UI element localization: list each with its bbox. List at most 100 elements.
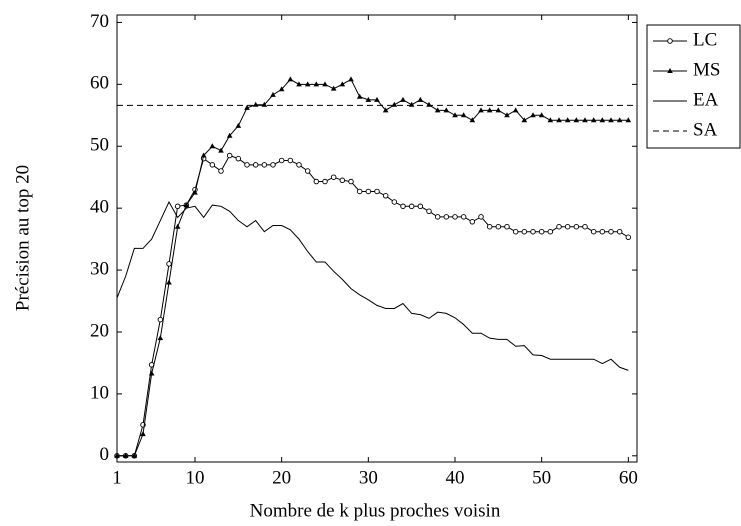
data-point <box>504 112 510 118</box>
legend-label: EA <box>693 89 719 110</box>
data-point <box>374 188 380 195</box>
data-point <box>512 107 519 113</box>
data-point <box>287 76 294 82</box>
data-point <box>391 199 398 205</box>
series-line <box>117 154 629 457</box>
data-point <box>521 117 528 123</box>
legend-marker <box>667 38 673 44</box>
data-point <box>166 261 172 267</box>
data-point <box>608 117 614 123</box>
data-point <box>547 117 554 123</box>
data-point <box>434 214 441 220</box>
data-point <box>599 117 606 123</box>
data-point <box>374 96 380 102</box>
series-line <box>116 200 629 371</box>
y-tick-label: 50 <box>90 135 109 156</box>
data-point <box>365 96 372 102</box>
data-point <box>382 193 389 199</box>
data-point <box>426 208 432 215</box>
data-point <box>209 162 216 168</box>
data-point <box>330 85 337 91</box>
data-point <box>625 234 632 241</box>
x-tick-label: 1 <box>112 467 122 488</box>
data-point <box>582 223 588 230</box>
data-point <box>530 228 536 235</box>
data-point <box>304 168 311 174</box>
data-point <box>244 104 250 110</box>
data-point <box>452 214 458 220</box>
data-point <box>417 96 424 102</box>
data-point <box>356 188 363 195</box>
data-point <box>218 147 224 153</box>
data-point <box>218 168 224 174</box>
data-point <box>582 117 588 123</box>
data-point <box>322 178 328 185</box>
y-tick-label: 70 <box>90 11 109 32</box>
data-point <box>408 101 415 107</box>
data-point <box>313 178 320 185</box>
data-point <box>478 107 484 113</box>
data-point <box>235 122 242 128</box>
data-point <box>339 81 346 87</box>
x-tick-label: 50 <box>532 467 551 488</box>
data-point <box>443 107 450 113</box>
data-point <box>573 117 580 123</box>
data-point <box>278 86 285 92</box>
data-point <box>426 101 432 107</box>
y-tick-label: 20 <box>90 320 109 341</box>
data-point <box>573 223 580 230</box>
data-point <box>192 189 198 195</box>
data-point <box>157 335 164 341</box>
data-point <box>148 370 155 376</box>
data-point <box>252 162 259 168</box>
data-point <box>469 117 476 123</box>
data-point <box>200 152 207 158</box>
data-point <box>244 162 250 168</box>
data-point <box>287 157 294 164</box>
data-point <box>330 174 337 180</box>
x-tick-label: 40 <box>446 467 465 488</box>
data-point <box>131 452 138 458</box>
data-point <box>365 188 372 195</box>
data-point <box>114 452 120 458</box>
data-point <box>270 91 276 97</box>
data-point <box>538 228 545 235</box>
data-point <box>590 228 597 235</box>
data-point <box>296 162 302 168</box>
data-point <box>547 228 554 235</box>
data-point <box>460 112 467 118</box>
data-point <box>391 101 398 107</box>
data-point <box>599 228 606 235</box>
data-point <box>417 203 424 210</box>
data-point <box>209 143 216 149</box>
x-tick-label: 60 <box>619 467 638 488</box>
data-point <box>226 152 233 159</box>
data-point <box>460 214 467 220</box>
y-tick-label: 10 <box>90 382 109 403</box>
data-point <box>538 112 545 118</box>
data-point <box>590 117 597 123</box>
data-point <box>616 228 623 235</box>
x-tick-label: 30 <box>359 467 378 488</box>
data-point <box>504 223 510 230</box>
data-point <box>235 155 242 162</box>
legend-box <box>646 24 741 149</box>
data-point <box>339 177 346 184</box>
x-axis-label: Nombre de k plus proches voisin <box>250 500 501 521</box>
data-point <box>313 81 320 87</box>
data-point <box>625 117 632 123</box>
data-point <box>556 223 562 230</box>
data-point <box>443 214 450 220</box>
series-line <box>117 78 629 457</box>
data-point <box>356 93 363 99</box>
y-tick-label: 40 <box>90 197 109 218</box>
data-point <box>521 228 528 235</box>
data-point <box>452 112 458 118</box>
data-point <box>304 81 311 87</box>
data-point <box>296 81 302 87</box>
legend-label: MS <box>693 59 720 80</box>
y-tick-label: 60 <box>90 73 109 94</box>
data-point <box>226 132 233 138</box>
data-point <box>348 76 354 82</box>
data-point <box>469 219 476 225</box>
